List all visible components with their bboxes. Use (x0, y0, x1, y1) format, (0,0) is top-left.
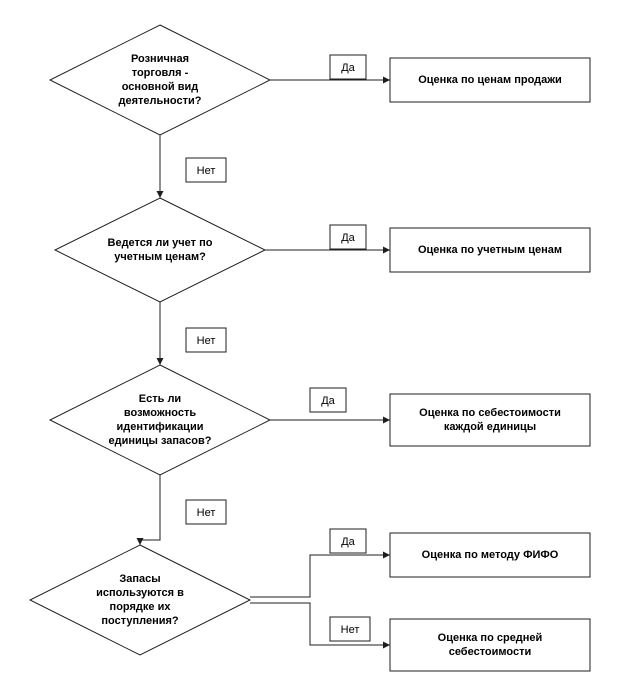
node-text: Оценка по методу ФИФО (422, 549, 559, 561)
edge-label: Да (341, 536, 355, 548)
edge-label: Да (341, 62, 355, 74)
node-text: Ведется ли учет по (108, 237, 213, 249)
node-text: торговля - (132, 67, 189, 79)
node-text: поступления? (101, 615, 179, 627)
edge-label: Нет (197, 335, 216, 347)
node-text: используются в (96, 587, 184, 599)
edge-label: Нет (197, 165, 216, 177)
node-text: Запасы (119, 573, 160, 585)
node-text: порядке их (110, 601, 172, 613)
node-text: себестоимости (449, 646, 532, 658)
edge-label: Да (341, 232, 355, 244)
node-text: единицы запасов? (108, 435, 211, 447)
flowchart-canvas: Да Нет Да Нет Да Нет Да Нет Розничная торговля - о… (0, 0, 638, 700)
node-text: деятельности? (119, 95, 202, 107)
node-text: Оценка по средней (438, 632, 543, 644)
node-text: Оценка по учетным ценам (418, 244, 562, 256)
node-text: каждой единицы (444, 421, 536, 433)
edge (250, 555, 390, 597)
node-text: идентификации (117, 421, 204, 433)
node-text: учетным ценам? (114, 251, 206, 263)
edge (140, 475, 160, 545)
node-text: возможность (124, 407, 196, 419)
node-text: основной вид (122, 81, 199, 93)
edge-label: Нет (341, 624, 360, 636)
node-text: Есть ли (139, 393, 181, 405)
node-text: Оценка по ценам продажи (418, 74, 562, 86)
edge-label: Нет (197, 507, 216, 519)
node-text: Розничная (131, 53, 189, 65)
edge-label: Да (321, 395, 335, 407)
node-text: Оценка по себестоимости (419, 407, 561, 419)
